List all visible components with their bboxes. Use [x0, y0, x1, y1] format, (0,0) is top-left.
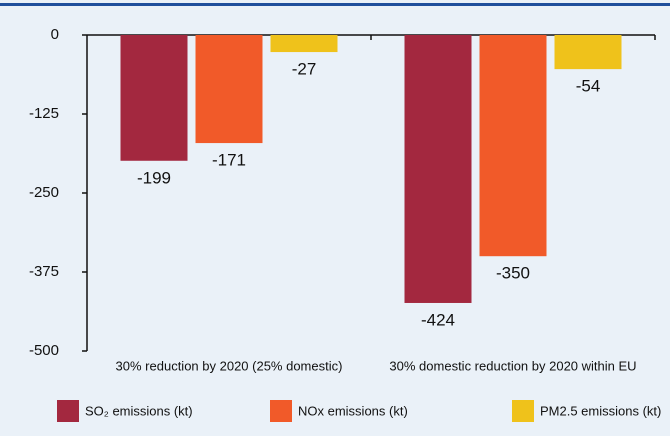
top-rule: [0, 3, 670, 6]
bar: [270, 35, 338, 53]
y-tick-label: -500: [29, 342, 59, 359]
legend-label: PM2.5 emissions (kt): [540, 403, 661, 418]
y-tick-label: 0: [51, 26, 59, 43]
y-tick-label: -250: [29, 184, 59, 201]
bar: [479, 35, 547, 257]
value-label: -424: [421, 310, 455, 329]
bar: [404, 35, 472, 303]
legend-swatch: [270, 400, 292, 422]
value-label: -54: [576, 77, 601, 96]
y-tick-label: -125: [29, 105, 59, 122]
value-label: -27: [292, 60, 317, 79]
value-label: -199: [137, 168, 171, 187]
x-tick-label: 30% reduction by 2020 (25% domestic): [116, 358, 343, 373]
value-label: -350: [496, 264, 530, 283]
value-label: -171: [212, 151, 246, 170]
legend-swatch: [57, 400, 79, 422]
bar: [195, 35, 263, 144]
legend-swatch: [512, 400, 534, 422]
bar: [554, 35, 622, 70]
x-tick-label: 30% domestic reduction by 2020 within EU: [389, 358, 636, 373]
bar: [120, 35, 188, 161]
legend-label: NOx emissions (kt): [298, 403, 408, 418]
legend-label: SO₂ emissions (kt): [85, 403, 193, 418]
y-tick-label: -375: [29, 263, 59, 280]
